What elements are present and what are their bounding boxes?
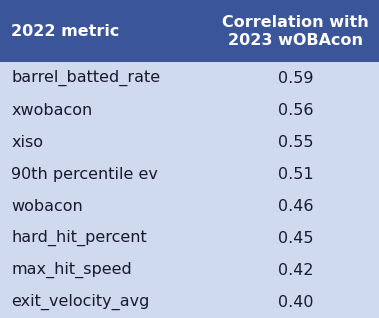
Text: xiso: xiso bbox=[11, 135, 43, 149]
Text: 90th percentile ev: 90th percentile ev bbox=[11, 167, 158, 182]
Text: 0.46: 0.46 bbox=[278, 198, 313, 213]
Text: xwobacon: xwobacon bbox=[11, 102, 92, 118]
Text: 0.55: 0.55 bbox=[278, 135, 313, 149]
Text: wobacon: wobacon bbox=[11, 198, 83, 213]
Text: hard_hit_percent: hard_hit_percent bbox=[11, 230, 147, 246]
Text: 2022 metric: 2022 metric bbox=[11, 24, 120, 38]
Text: 0.45: 0.45 bbox=[278, 231, 313, 245]
Text: Correlation with
2023 wOBAcon: Correlation with 2023 wOBAcon bbox=[222, 15, 369, 47]
Text: 0.51: 0.51 bbox=[278, 167, 313, 182]
Text: 0.42: 0.42 bbox=[278, 262, 313, 278]
Text: 0.56: 0.56 bbox=[278, 102, 313, 118]
Text: 0.40: 0.40 bbox=[278, 294, 313, 309]
Text: barrel_batted_rate: barrel_batted_rate bbox=[11, 70, 160, 86]
Text: 0.59: 0.59 bbox=[278, 71, 313, 86]
Text: max_hit_speed: max_hit_speed bbox=[11, 262, 132, 278]
Bar bbox=[0, 62, 379, 318]
Text: exit_velocity_avg: exit_velocity_avg bbox=[11, 294, 150, 310]
Bar bbox=[0, 0, 379, 62]
